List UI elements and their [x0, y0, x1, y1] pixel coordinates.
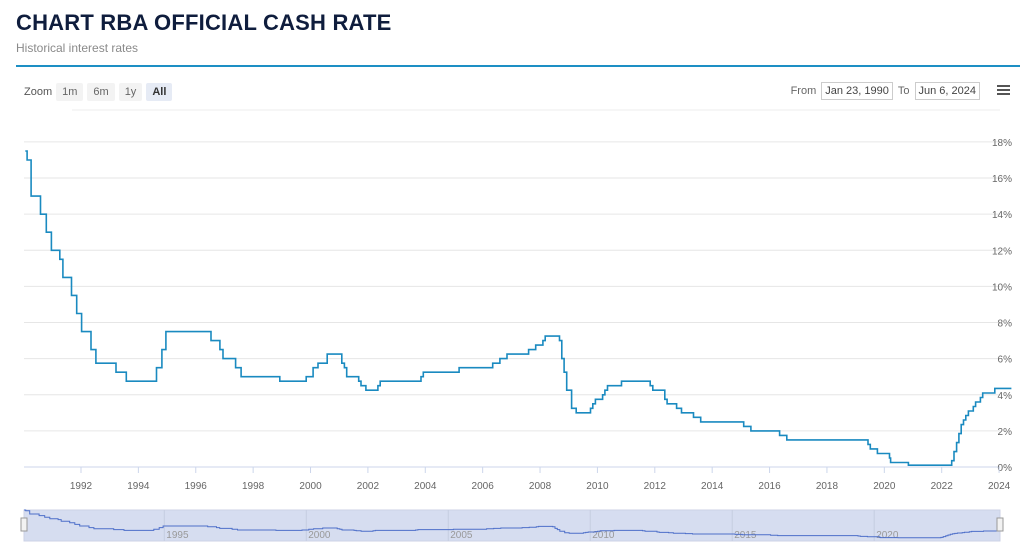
date-range: From Jan 23, 1990 To Jun 6, 2024: [791, 82, 980, 100]
x-tick-label: 1994: [127, 481, 150, 492]
y-tick-label: 4%: [998, 391, 1013, 402]
zoom-all-button[interactable]: All: [146, 83, 173, 101]
cash-rate-line: [25, 150, 1012, 466]
y-tick-label: 16%: [992, 174, 1012, 185]
zoom-1m-button[interactable]: 1m: [56, 83, 84, 101]
zoom-controls: Zoom 1m 6m 1y All: [24, 83, 173, 101]
zoom-1y-button[interactable]: 1y: [118, 83, 143, 101]
to-label: To: [897, 85, 910, 97]
zoom-label: Zoom: [24, 86, 53, 98]
x-tick-label: 2024: [988, 481, 1011, 492]
y-tick-label: 0%: [998, 463, 1013, 474]
zoom-6m-button[interactable]: 6m: [87, 83, 115, 101]
from-date-input[interactable]: Jan 23, 1990: [821, 82, 893, 100]
x-tick-label: 2022: [931, 481, 954, 492]
x-tick-label: 2018: [816, 481, 839, 492]
to-date-input[interactable]: Jun 6, 2024: [914, 82, 980, 100]
x-tick-label: 2004: [414, 481, 437, 492]
x-tick-label: 1996: [185, 481, 208, 492]
x-tick-label: 2000: [299, 481, 322, 492]
navigator-tick-label: 2000: [308, 530, 331, 541]
navigator-tick-label: 2010: [592, 530, 615, 541]
page-subtitle: Historical interest rates: [16, 41, 139, 55]
navigator-handle[interactable]: [996, 517, 1004, 532]
page-title: CHART RBA OFFICIAL CASH RATE: [16, 10, 392, 35]
y-tick-label: 8%: [998, 319, 1013, 330]
x-tick-label: 2008: [529, 481, 552, 492]
x-tick-label: 2002: [357, 481, 380, 492]
y-tick-label: 14%: [992, 210, 1012, 221]
navigator-tick-label: 2005: [450, 530, 473, 541]
title-divider: [16, 65, 1020, 67]
y-tick-label: 12%: [992, 246, 1012, 257]
y-tick-label: 2%: [998, 427, 1013, 438]
navigator-tick-label: 2015: [734, 530, 757, 541]
from-label: From: [790, 85, 817, 97]
navigator-series: [24, 509, 1000, 539]
x-tick-label: 2012: [644, 481, 667, 492]
x-tick-label: 2016: [758, 481, 781, 492]
x-tick-label: 2020: [873, 481, 896, 492]
navigator-tick-label: 1995: [166, 530, 189, 541]
x-tick-label: 2010: [586, 481, 609, 492]
menu-icon[interactable]: [997, 85, 1010, 97]
x-tick-label: 1998: [242, 481, 265, 492]
x-tick-label: 2014: [701, 481, 724, 492]
y-tick-label: 18%: [992, 138, 1012, 149]
x-tick-label: 2006: [472, 481, 495, 492]
y-tick-label: 6%: [998, 355, 1013, 366]
y-tick-label: 10%: [992, 282, 1012, 293]
navigator-tick-label: 2020: [876, 530, 899, 541]
navigator-handle[interactable]: [20, 517, 28, 532]
x-tick-label: 1992: [70, 481, 93, 492]
